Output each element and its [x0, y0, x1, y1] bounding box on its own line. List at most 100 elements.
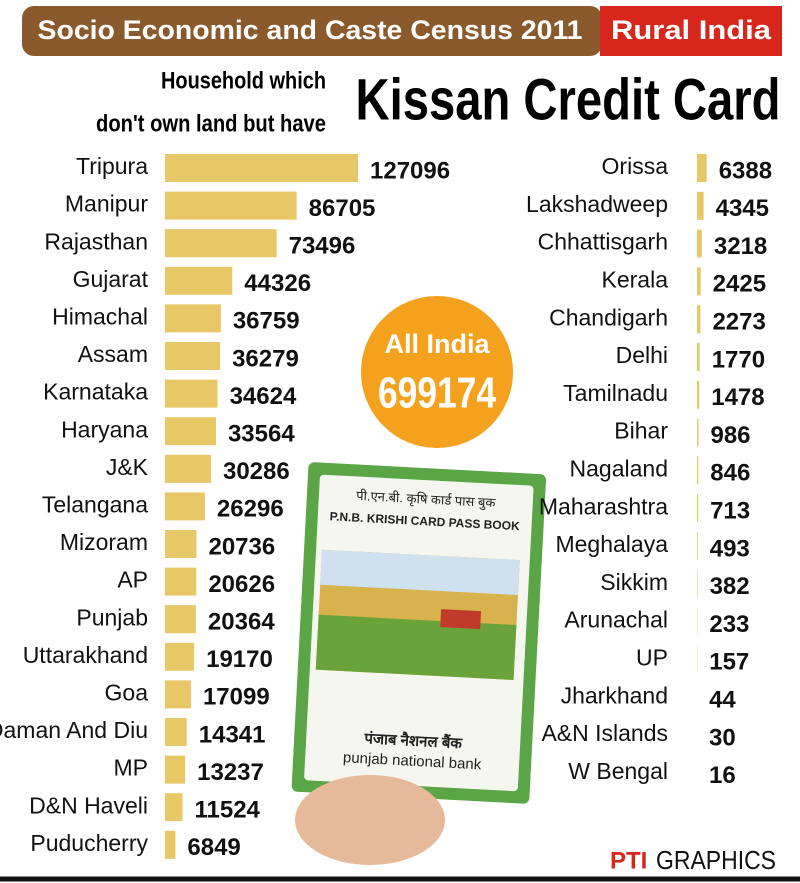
- category-label: Orissa: [602, 153, 669, 179]
- card-crop: [315, 614, 517, 680]
- category-label: D&N Haveli: [29, 792, 148, 818]
- total-value: 699174: [378, 369, 496, 418]
- total-label: All India: [384, 329, 490, 359]
- category-label: W Bengal: [568, 758, 668, 784]
- bar: [165, 417, 216, 446]
- value-label: 14341: [199, 721, 266, 748]
- value-label: 44: [709, 687, 736, 714]
- bar: [697, 569, 698, 598]
- value-label: 17099: [203, 684, 270, 711]
- value-label: 493: [710, 535, 750, 562]
- value-label: 44326: [244, 270, 311, 297]
- bar: [697, 154, 707, 182]
- bar: [697, 191, 704, 220]
- bar: [697, 532, 698, 560]
- bar: [697, 343, 700, 371]
- value-label: 2273: [712, 309, 765, 336]
- category-label: Bihar: [614, 418, 668, 444]
- category-label: Maharashtra: [539, 493, 668, 519]
- header-title: Socio Economic and Caste Census 2011: [38, 15, 583, 45]
- value-label: 11524: [194, 797, 260, 824]
- category-label: Meghalaya: [555, 531, 668, 557]
- bar: [697, 456, 699, 485]
- category-label: MP: [114, 755, 149, 781]
- bar: [165, 680, 191, 709]
- bar: [697, 494, 699, 523]
- category-label: Himachal: [52, 303, 148, 329]
- value-label: 30: [709, 724, 736, 751]
- value-label: 3218: [714, 233, 767, 260]
- bar: [697, 229, 702, 258]
- category-label: J&K: [106, 454, 149, 480]
- bar: [165, 567, 197, 596]
- card-tractor: [440, 609, 482, 630]
- value-label: 986: [710, 422, 750, 449]
- value-label: 233: [709, 611, 749, 638]
- bar: [165, 718, 187, 746]
- header-tag-band: [600, 6, 782, 56]
- value-label: 34624: [230, 383, 297, 410]
- bar: [165, 154, 358, 182]
- header-band: [22, 6, 602, 56]
- card-sky: [320, 549, 520, 596]
- subtitle: don't own land but have: [96, 110, 326, 137]
- category-label: Jharkhand: [561, 682, 668, 708]
- value-label: 19170: [206, 646, 273, 673]
- category-label: Chandigarh: [549, 304, 668, 330]
- category-label: Chhattisgarh: [538, 229, 668, 255]
- bar: [165, 830, 176, 859]
- category-label: Assam: [78, 341, 148, 367]
- category-label: Tripura: [76, 153, 148, 179]
- value-label: 4345: [716, 195, 769, 222]
- value-label: 20364: [208, 609, 275, 636]
- bar: [165, 793, 183, 822]
- bar: [165, 492, 205, 521]
- bar: [697, 380, 700, 409]
- value-label: 382: [710, 573, 750, 600]
- value-label: 846: [710, 460, 750, 487]
- value-label: 36279: [232, 345, 299, 372]
- value-label: 1770: [712, 346, 765, 373]
- chart-title: Kissan Credit Card: [356, 67, 781, 132]
- category-label: Nagaland: [570, 455, 668, 481]
- bar: [165, 755, 186, 784]
- credit-label: GRAPHICS: [656, 845, 776, 875]
- bar: [165, 304, 221, 333]
- value-label: 2425: [713, 271, 766, 298]
- bar: [165, 642, 195, 671]
- bar: [165, 605, 196, 634]
- value-label: 13237: [197, 759, 264, 786]
- bar: [165, 229, 277, 258]
- value-label: 16: [709, 762, 736, 789]
- bar: [697, 267, 701, 296]
- value-label: 86705: [309, 195, 376, 222]
- bar: [165, 379, 218, 408]
- category-label: Kerala: [602, 266, 669, 292]
- category-label: Delhi: [616, 342, 668, 368]
- bar: [165, 191, 297, 220]
- value-label: 26296: [217, 496, 284, 523]
- value-label: 20736: [208, 533, 275, 560]
- value-label: 6388: [719, 157, 772, 184]
- category-label: Punjab: [76, 604, 148, 630]
- bar: [165, 530, 197, 558]
- total-badge: [361, 296, 513, 448]
- value-label: 713: [710, 498, 750, 525]
- category-label: Karnataka: [43, 379, 148, 405]
- bar: [697, 418, 699, 447]
- category-label: Sikkim: [600, 569, 668, 595]
- hand: [295, 775, 445, 865]
- category-label: Lakshadweep: [526, 191, 668, 217]
- category-label: UP: [636, 644, 668, 670]
- bar: [165, 342, 221, 370]
- category-label: Rajasthan: [44, 228, 148, 254]
- card-photo: पी.एन.बी. कृषि कार्ड पास बुक P.N.B. KRIS…: [291, 462, 547, 804]
- category-label: Tamilnadu: [563, 380, 668, 406]
- category-label: Gujarat: [73, 266, 149, 292]
- bar: [165, 266, 233, 295]
- value-label: 6849: [187, 834, 240, 861]
- subtitle: Household which: [161, 67, 326, 94]
- category-label: Mizoram: [60, 529, 148, 555]
